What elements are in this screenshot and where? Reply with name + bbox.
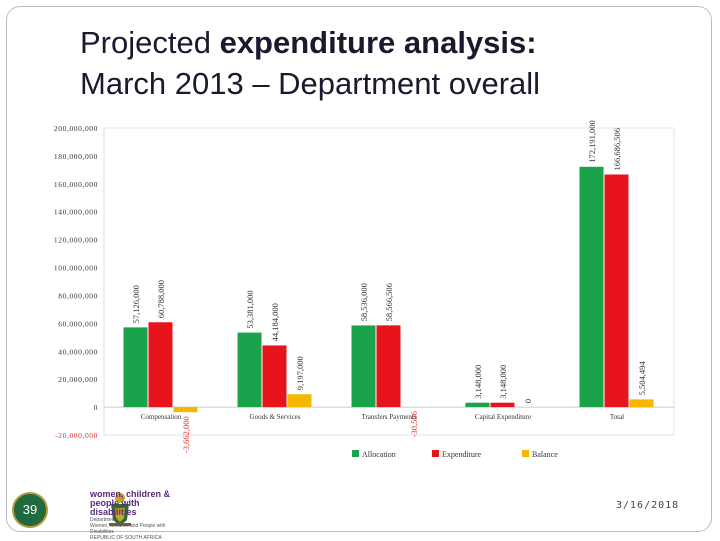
bar-allocation <box>124 327 148 407</box>
x-category-label: Goods & Services <box>250 413 301 421</box>
data-label: -3,662,000 <box>181 416 191 453</box>
bar-allocation <box>466 403 490 407</box>
legend-swatch <box>522 450 529 457</box>
legend-label: Allocation <box>362 450 396 459</box>
data-label: 0 <box>523 399 533 403</box>
legend-swatch <box>432 450 439 457</box>
data-label: 58,566,506 <box>384 283 394 321</box>
x-category-label: Total <box>610 413 624 421</box>
x-category-label: Transfers Payments <box>361 413 416 421</box>
data-label: 9,197,000 <box>295 356 305 390</box>
data-label: 58,536,000 <box>359 283 369 321</box>
bar-balance <box>630 399 654 407</box>
data-label: 3,148,000 <box>498 365 508 399</box>
y-tick-label: 200,000,000 <box>54 124 98 133</box>
data-label: 3,148,000 <box>473 365 483 399</box>
bar-expenditure <box>605 174 629 407</box>
x-category-label: Capital Expenditure <box>475 413 531 421</box>
bar-expenditure <box>491 403 515 407</box>
data-label: 5,504,494 <box>637 361 647 396</box>
legend-label: Expenditure <box>442 450 482 459</box>
logo-line2: people with disabilities <box>90 499 180 517</box>
y-tick-label: 80,000,000 <box>58 291 98 300</box>
data-label: 172,191,000 <box>587 120 597 163</box>
y-tick-label: 140,000,000 <box>54 208 98 217</box>
data-label: 44,184,000 <box>270 303 280 341</box>
page-number: 39 <box>23 502 37 517</box>
department-logo-text: women, children & people with disabiliti… <box>90 490 180 541</box>
legend-label: Balance <box>532 450 558 459</box>
y-tick-label: 180,000,000 <box>54 152 98 161</box>
y-tick-label: 0 <box>94 403 98 412</box>
y-tick-label: 160,000,000 <box>54 180 98 189</box>
logo-line4: Women, Children and People with Disabili… <box>90 523 180 535</box>
bar-expenditure <box>263 345 287 407</box>
y-tick-label: 120,000,000 <box>54 236 98 245</box>
y-tick-label: -20,000,000 <box>55 431 98 440</box>
data-label: 60,788,000 <box>156 280 166 318</box>
data-label: 166,686,506 <box>612 128 622 171</box>
y-tick-label: 100,000,000 <box>54 264 98 273</box>
slide-date: 3/16/2018 <box>616 500 679 511</box>
data-label: 53,381,000 <box>245 290 255 328</box>
bar-allocation <box>238 333 262 407</box>
bar-balance <box>288 394 312 407</box>
legend-swatch <box>352 450 359 457</box>
y-tick-label: 40,000,000 <box>58 347 98 356</box>
bar-allocation <box>352 325 376 407</box>
x-category-label: Compensation <box>141 413 182 421</box>
bar-expenditure <box>377 325 401 407</box>
y-tick-label: 20,000,000 <box>58 375 98 384</box>
bar-balance <box>174 407 198 412</box>
data-label: 57,126,000 <box>131 285 141 323</box>
logo-line5: REPUBLIC OF SOUTH AFRICA <box>90 535 180 541</box>
y-tick-label: 60,000,000 <box>58 319 98 328</box>
bar-expenditure <box>149 322 173 407</box>
page-number-badge: 39 <box>12 492 48 528</box>
bar-allocation <box>580 167 604 407</box>
